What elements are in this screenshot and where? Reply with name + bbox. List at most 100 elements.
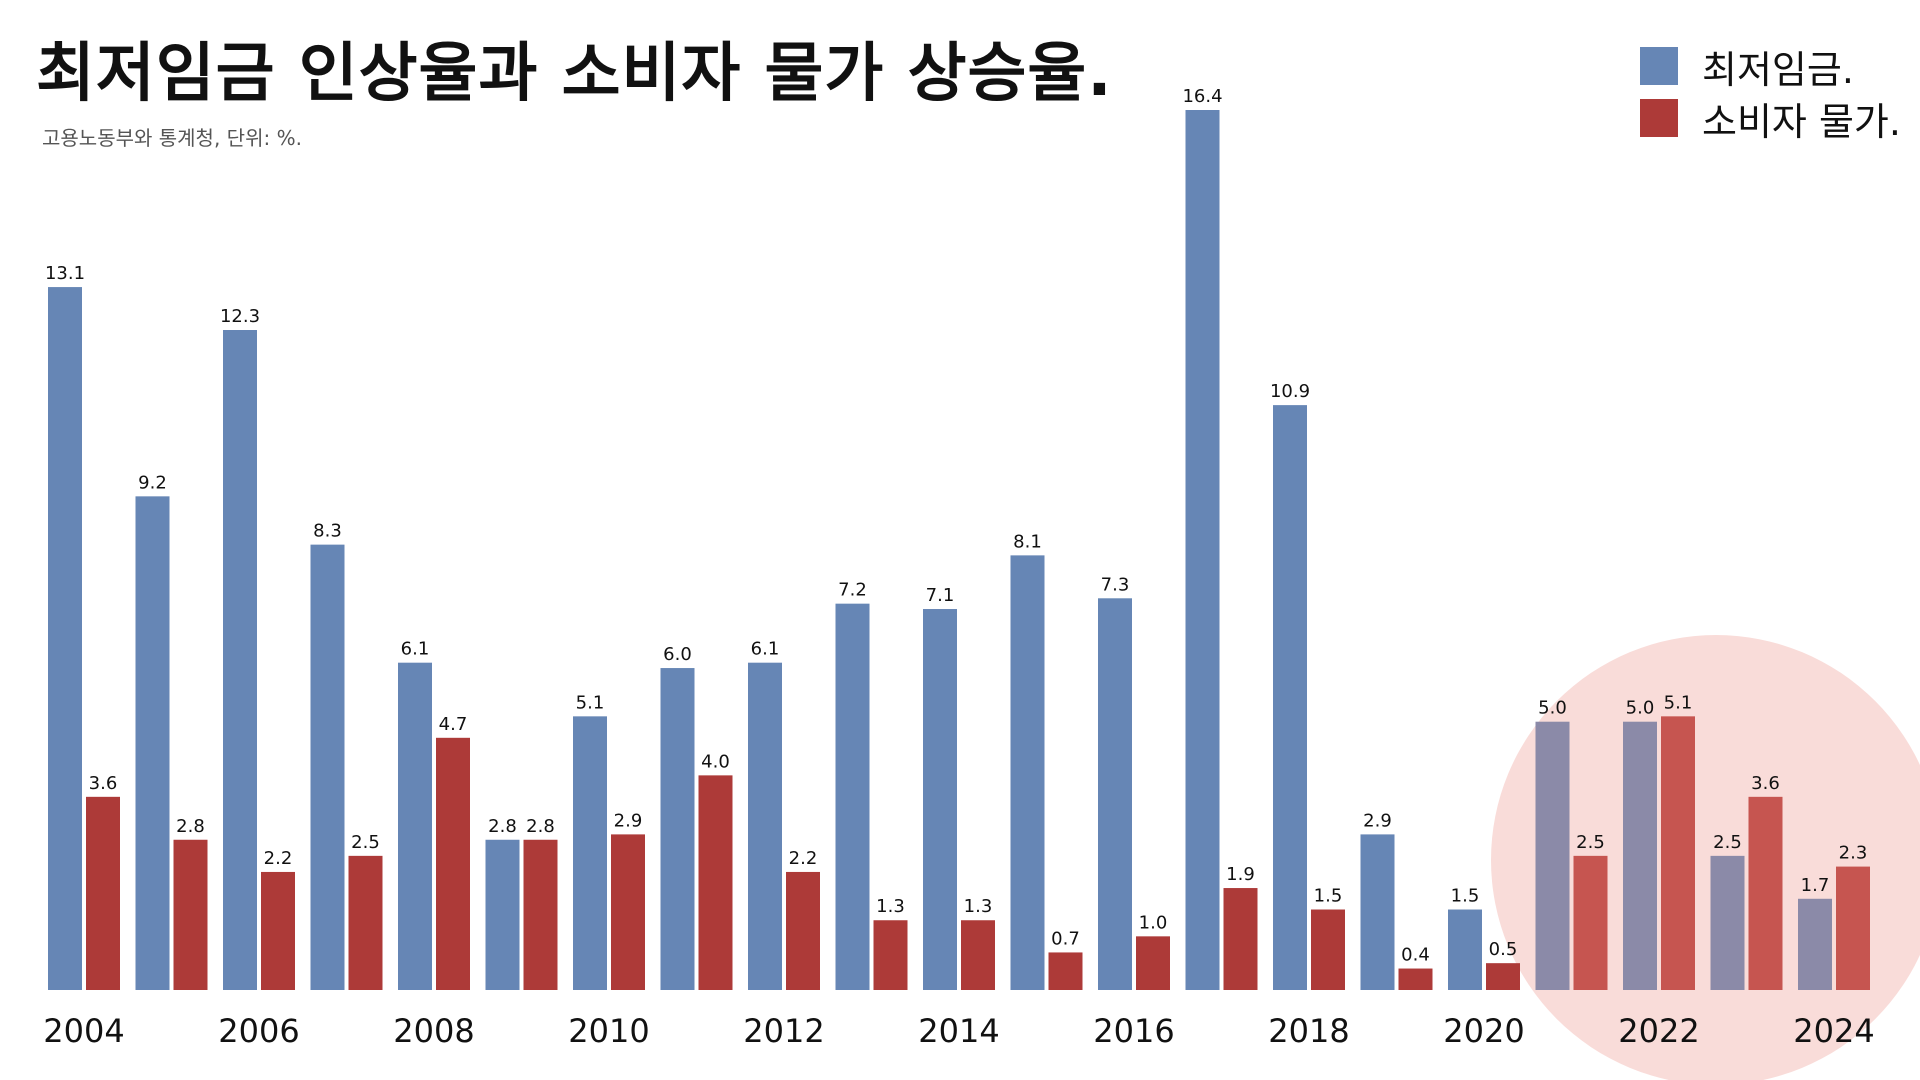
bar-label-cpi-2005: 2.8 xyxy=(176,816,205,837)
bar-cpi-2023 xyxy=(1748,796,1783,990)
x-tick-2012: 2012 xyxy=(743,1012,824,1050)
x-axis-ticks: 2004 2006 2008 2010 2012 2014 2016 2018 2020 2022… xyxy=(43,1012,1874,1050)
bar-label-min-wage-2019: 2.9 xyxy=(1363,810,1392,831)
x-tick-2024: 2024 xyxy=(1793,1012,1874,1050)
bar-label-cpi-2012: 2.2 xyxy=(789,848,818,869)
bar-label-min-wage-2010: 5.1 xyxy=(576,692,605,713)
bar-min-wage-2016 xyxy=(1098,598,1132,990)
bar-label-min-wage-2009: 2.8 xyxy=(488,816,517,837)
bar-min-wage-2012 xyxy=(748,662,782,990)
chart-title: 최저임금 인상율과 소비자 물가 상승율. xyxy=(36,37,1113,111)
bar-min-wage-2007 xyxy=(310,544,345,990)
bar-label-cpi-2019: 0.4 xyxy=(1401,945,1430,966)
bar-min-wage-2009 xyxy=(485,839,520,990)
x-tick-2008: 2008 xyxy=(393,1012,474,1050)
x-tick-2010: 2010 xyxy=(568,1012,649,1050)
bar-cpi-2008 xyxy=(436,737,470,990)
bar-cpi-2007 xyxy=(348,855,383,990)
bar-cpi-2019 xyxy=(1398,968,1433,990)
bar-label-min-wage-2022: 5.0 xyxy=(1626,698,1655,719)
legend: 최저임금. 소비자 물가. xyxy=(1640,40,1901,144)
bar-label-min-wage-2006: 12.3 xyxy=(220,306,260,327)
bar-label-cpi-2007: 2.5 xyxy=(351,832,380,853)
bar-cpi-2010 xyxy=(611,834,645,990)
bar-cpi-2013 xyxy=(873,920,908,990)
bar-label-cpi-2024: 2.3 xyxy=(1839,843,1868,864)
x-tick-2004: 2004 xyxy=(43,1012,124,1050)
legend-label-min-wage: 최저임금. xyxy=(1702,47,1854,92)
bar-min-wage-2024 xyxy=(1798,898,1832,990)
bar-cpi-2011 xyxy=(698,775,733,990)
x-tick-2018: 2018 xyxy=(1268,1012,1349,1050)
bar-cpi-2012 xyxy=(786,871,820,990)
bar-labels-layer: 13.1 3.6 9.2 2.8 12.3 2.2 8.3 2.5 6.1 4.7 2.8 2.8 5.… xyxy=(45,86,1867,966)
bar-min-wage-2015 xyxy=(1010,555,1045,990)
bar-label-min-wage-2023: 2.5 xyxy=(1713,832,1742,853)
bar-min-wage-2008 xyxy=(398,662,432,990)
bar-min-wage-2020 xyxy=(1448,909,1482,990)
bar-label-min-wage-2018: 10.9 xyxy=(1270,381,1310,402)
bar-label-min-wage-2013: 7.2 xyxy=(838,580,867,601)
bar-min-wage-2010 xyxy=(573,716,607,990)
x-tick-2020: 2020 xyxy=(1443,1012,1524,1050)
bar-cpi-2021 xyxy=(1573,855,1608,990)
bar-min-wage-2014 xyxy=(923,609,957,990)
bar-label-cpi-2008: 4.7 xyxy=(439,714,468,735)
bar-label-cpi-2022: 5.1 xyxy=(1664,692,1693,713)
bar-label-min-wage-2020: 1.5 xyxy=(1451,886,1480,907)
bar-cpi-2022 xyxy=(1661,716,1695,990)
bar-label-cpi-2014: 1.3 xyxy=(964,896,993,917)
x-tick-2006: 2006 xyxy=(218,1012,299,1050)
bar-label-cpi-2015: 0.7 xyxy=(1051,928,1080,949)
bar-label-min-wage-2016: 7.3 xyxy=(1101,574,1130,595)
bar-min-wage-2011 xyxy=(660,668,695,990)
legend-swatch-min-wage xyxy=(1640,47,1678,85)
chart-subtitle: 고용노동부와 통계청, 단위: %. xyxy=(42,126,302,150)
bar-label-cpi-2011: 4.0 xyxy=(701,751,730,772)
bar-label-min-wage-2012: 6.1 xyxy=(751,639,780,660)
bar-label-cpi-2017: 1.9 xyxy=(1226,864,1255,885)
bar-label-min-wage-2011: 6.0 xyxy=(663,644,692,665)
bar-label-min-wage-2014: 7.1 xyxy=(926,585,955,606)
bar-cpi-2018 xyxy=(1311,909,1345,990)
bar-cpi-2009 xyxy=(523,839,558,990)
bar-min-wage-2021 xyxy=(1535,721,1570,990)
bar-min-wage-2006 xyxy=(223,330,257,990)
bar-label-cpi-2013: 1.3 xyxy=(876,896,905,917)
bar-min-wage-2013 xyxy=(835,603,870,990)
bar-label-min-wage-2017: 16.4 xyxy=(1182,86,1222,107)
x-tick-2016: 2016 xyxy=(1093,1012,1174,1050)
x-tick-2022: 2022 xyxy=(1618,1012,1699,1050)
legend-item-cpi: 소비자 물가. xyxy=(1640,92,1901,144)
bar-cpi-2015 xyxy=(1048,952,1083,990)
bar-label-min-wage-2004: 13.1 xyxy=(45,263,85,284)
bar-cpi-2017 xyxy=(1223,888,1258,990)
bar-cpi-2016 xyxy=(1136,936,1170,990)
bar-label-cpi-2020: 0.5 xyxy=(1489,939,1518,960)
bar-label-cpi-2018: 1.5 xyxy=(1314,886,1343,907)
bar-min-wage-2019 xyxy=(1360,834,1395,990)
bar-cpi-2004 xyxy=(86,796,120,990)
bar-cpi-2014 xyxy=(961,920,995,990)
bar-cpi-2005 xyxy=(173,839,208,990)
bar-label-min-wage-2005: 9.2 xyxy=(138,472,167,493)
bar-label-cpi-2023: 3.6 xyxy=(1751,773,1780,794)
bar-label-cpi-2010: 2.9 xyxy=(614,810,643,831)
bar-label-min-wage-2021: 5.0 xyxy=(1538,698,1567,719)
bar-min-wage-2004 xyxy=(48,287,82,990)
legend-swatch-cpi xyxy=(1640,99,1678,137)
bar-label-min-wage-2015: 8.1 xyxy=(1013,531,1042,552)
bars-layer xyxy=(48,110,1870,990)
bar-label-cpi-2006: 2.2 xyxy=(264,848,293,869)
bar-label-cpi-2021: 2.5 xyxy=(1576,832,1605,853)
bar-cpi-2024 xyxy=(1836,866,1870,990)
bar-label-min-wage-2007: 8.3 xyxy=(313,521,342,542)
bar-label-min-wage-2008: 6.1 xyxy=(401,639,430,660)
bar-cpi-2006 xyxy=(261,871,295,990)
bar-min-wage-2018 xyxy=(1273,405,1307,990)
bar-cpi-2020 xyxy=(1486,963,1520,990)
bar-label-cpi-2016: 1.0 xyxy=(1139,912,1168,933)
bar-min-wage-2022 xyxy=(1623,721,1657,990)
legend-item-min-wage: 최저임금. xyxy=(1640,40,1901,92)
